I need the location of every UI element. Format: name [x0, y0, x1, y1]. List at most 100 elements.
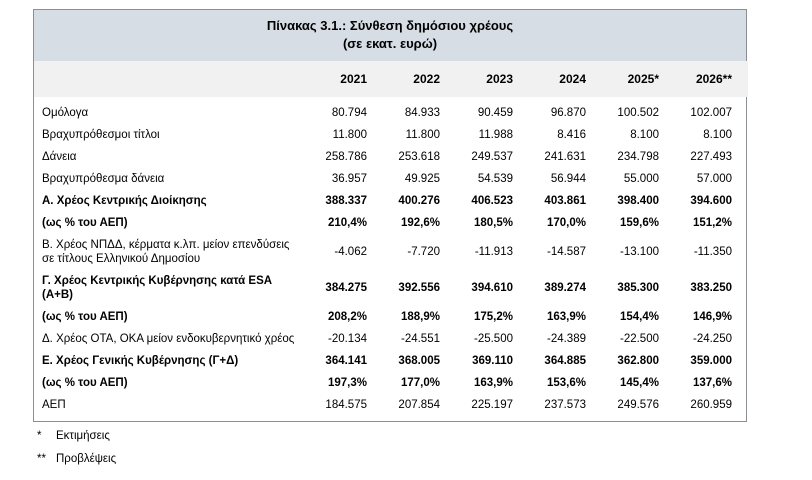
cell-value: 406.523 [471, 195, 513, 207]
row-label: (ως % του ΑΕΠ) [42, 311, 128, 323]
header-blank-cell [34, 61, 310, 97]
cell-value: 403.861 [544, 195, 586, 207]
table-row: ΑΕΠ 184.575 207.854 225.197 237.573 249.576 26… [34, 394, 748, 421]
table-body: Ομόλογα 80.794 84.933 90.459 96.870 100.502 10… [34, 97, 748, 421]
row-label: Βραχυπρόθεσμα δάνεια [42, 173, 165, 185]
table-row: (ως % του ΑΕΠ) 210,4% 192,6% 180,5% 170,0% 15… [34, 212, 748, 234]
cell-value: 57.000 [696, 173, 732, 185]
table-row: Δάνεια 258.786 253.618 249.537 241.631 234.79… [34, 146, 748, 168]
cell-value: 249.576 [617, 399, 659, 411]
cell-value: 159,6% [619, 217, 659, 229]
cell-value: 253.618 [398, 151, 440, 163]
cell-value: 11.988 [478, 129, 513, 141]
cell-value: 369.110 [472, 355, 513, 367]
column-header-2023: 2023 [486, 72, 513, 86]
cell-value: 177,0% [400, 377, 440, 389]
column-header-2026: 2026** [695, 72, 732, 86]
row-label: (ως % του ΑΕΠ) [42, 217, 128, 229]
footnote-estimates: * Εκτιμήσεις [37, 429, 116, 443]
cell-value: 184.575 [325, 399, 367, 411]
row-label: Β. Χρέος ΝΠΔΔ, κέρματα κ.λπ. μείον επενδ… [42, 239, 290, 265]
cell-value: -14.587 [546, 246, 586, 258]
table-title-line1: Πίνακας 3.1.: Σύνθεση δημόσιου χρέους [266, 18, 514, 33]
table-header-row: 2021 2022 2023 2024 2025* 2026** [34, 61, 748, 97]
cell-value: 170,0% [546, 217, 586, 229]
cell-value: 8.100 [703, 129, 732, 141]
cell-value: 146,9% [692, 311, 732, 323]
cell-value: -11.350 [693, 246, 732, 258]
row-label: (ως % του ΑΕΠ) [42, 377, 128, 389]
cell-value: 260.959 [690, 399, 732, 411]
table-row: Α. Χρέος Κεντρικής Διοίκησης 388.337 400.2… [34, 190, 748, 212]
cell-value: 175,2% [473, 311, 513, 323]
cell-value: 96.870 [550, 107, 586, 119]
cell-value: -7.720 [407, 246, 440, 258]
cell-value: 102.007 [690, 107, 732, 119]
cell-value: 241.631 [544, 151, 586, 163]
cell-value: -11.913 [474, 246, 513, 258]
table-row: Ε. Χρέος Γενικής Κυβέρνησης (Γ+Δ) 364.141… [34, 350, 748, 372]
cell-value: 389.274 [544, 282, 586, 294]
cell-value: 49.925 [404, 173, 440, 185]
footnote-projections: ** Προβλέψεις [37, 452, 116, 466]
cell-value: 163,9% [546, 311, 586, 323]
cell-value: 207.854 [398, 399, 440, 411]
cell-value: 398.400 [617, 195, 659, 207]
cell-value: 188,9% [400, 311, 440, 323]
cell-value: -13.100 [619, 246, 659, 258]
data-table: 2021 2022 2023 2024 2025* 2026** Ομόλογα 80.79… [34, 61, 748, 421]
cell-value: 36.957 [331, 173, 367, 185]
footnote-marker: * [37, 430, 42, 442]
cell-value: 197,3% [327, 377, 367, 389]
cell-value: 154,4% [619, 311, 659, 323]
cell-value: -24.250 [692, 333, 732, 345]
cell-value: 210,4% [327, 217, 367, 229]
cell-value: 56.944 [550, 173, 586, 185]
footnotes: * Εκτιμήσεις ** Προβλέψεις [37, 429, 116, 475]
cell-value: 8.416 [557, 129, 586, 141]
table-row: Ομόλογα 80.794 84.933 90.459 96.870 100.502 10… [34, 97, 748, 124]
row-label: Δ. Χρέος ΟΤΑ, ΟΚΑ μείον ενδοκυβερνητικό … [42, 333, 295, 345]
row-label: Δάνεια [42, 151, 77, 163]
cell-value: 249.537 [471, 151, 513, 163]
footnote-marker: ** [37, 453, 46, 465]
cell-value: 388.337 [325, 195, 367, 207]
table-row: (ως % του ΑΕΠ) 208,2% 188,9% 175,2% 163,9% 15… [34, 306, 748, 328]
table-row: Δ. Χρέος ΟΤΑ, ΟΚΑ μείον ενδοκυβερνητικό … [34, 328, 748, 350]
column-header-2021: 2021 [340, 72, 367, 86]
table-row: Βραχυπρόθεσμα δάνεια 36.957 49.925 54.539 56… [34, 168, 748, 190]
cell-value: 392.556 [398, 282, 440, 294]
cell-value: 11.800 [405, 129, 440, 141]
cell-value: 151,2% [692, 217, 732, 229]
cell-value: -20.134 [327, 333, 367, 345]
cell-value: 227.493 [690, 151, 732, 163]
cell-value: 8.100 [630, 129, 659, 141]
row-label: Α. Χρέος Κεντρικής Διοίκησης [42, 195, 207, 207]
column-header-2025: 2025* [627, 72, 659, 86]
row-label: Ε. Χρέος Γενικής Κυβέρνησης (Γ+Δ) [42, 355, 239, 367]
cell-value: 145,4% [619, 377, 659, 389]
cell-value: 208,2% [327, 311, 367, 323]
cell-value: 258.786 [325, 151, 367, 163]
table-title-line2: (σε εκατ. ευρώ) [342, 36, 438, 51]
cell-value: 394.610 [471, 282, 513, 294]
cell-value: -25.500 [473, 333, 513, 345]
row-label: ΑΕΠ [42, 399, 66, 411]
cell-value: 180,5% [473, 217, 513, 229]
footnote-text: Προβλέψεις [56, 453, 117, 465]
cell-value: -24.389 [546, 333, 586, 345]
column-header-2024: 2024 [559, 72, 586, 86]
cell-value: 400.276 [398, 195, 440, 207]
cell-value: 137,6% [692, 377, 732, 389]
cell-value: 384.275 [325, 282, 367, 294]
cell-value: -22.500 [619, 333, 659, 345]
cell-value: 163,9% [473, 377, 513, 389]
cell-value: 364.141 [325, 355, 367, 367]
cell-value: 11.800 [332, 129, 367, 141]
row-label: Γ. Χρέος Κεντρικής Κυβέρνησης κατά ESA (… [42, 275, 272, 301]
table-row: Β. Χρέος ΝΠΔΔ, κέρματα κ.λπ. μείον επενδ… [34, 234, 748, 270]
column-header-2022: 2022 [413, 72, 440, 86]
table-row: Γ. Χρέος Κεντρικής Κυβέρνησης κατά ESA (… [34, 270, 748, 306]
cell-value: 192,6% [400, 217, 440, 229]
cell-value: 55.000 [623, 173, 659, 185]
